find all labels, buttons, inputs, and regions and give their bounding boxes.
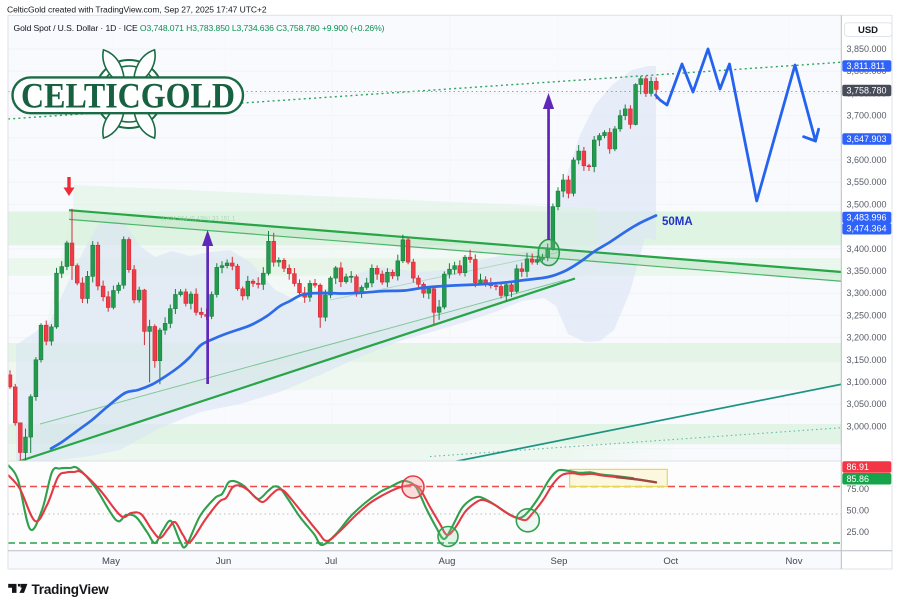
svg-text:Oct: Oct [663,556,678,567]
svg-text:50.00: 50.00 [847,506,870,516]
svg-text:3,200.000: 3,200.000 [847,333,887,343]
svg-text:25.00: 25.00 [847,527,870,537]
svg-text:Jul: Jul [325,556,337,567]
svg-text:3,483.996: 3,483.996 [847,213,887,223]
svg-text:May: May [102,556,120,567]
svg-text:3,850.000: 3,850.000 [847,44,887,54]
svg-text:75.00: 75.00 [847,484,870,494]
svg-text:3,700.000: 3,700.000 [847,111,887,121]
svg-text:3,647.903: 3,647.903 [847,134,887,144]
svg-text:85.86: 85.86 [847,474,870,484]
svg-text:3,500.000: 3,500.000 [847,199,887,209]
svg-text:CelticGold created with Tradin: CelticGold created with TradingView.com,… [7,5,267,15]
svg-text:3,150.000: 3,150.000 [847,355,887,365]
svg-text:USD: USD [858,25,878,36]
svg-text:Nov: Nov [786,556,803,567]
svg-text:3,100.000: 3,100.000 [847,377,887,387]
svg-text:3,050.000: 3,050.000 [847,399,887,409]
svg-text:50MA: 50MA [662,216,693,228]
svg-text:3,474.364 (9,43%) 33.151,1: 3,474.364 (9,43%) 33.151,1 [161,217,236,223]
svg-text:CELTICGOLD: CELTICGOLD [21,76,235,116]
svg-text:Jun: Jun [216,556,231,567]
svg-text:3,350.000: 3,350.000 [847,266,887,276]
svg-text:3,600.000: 3,600.000 [847,155,887,165]
svg-text:3,758.780: 3,758.780 [847,86,887,96]
svg-text:3,300.000: 3,300.000 [847,288,887,298]
svg-text:3,250.000: 3,250.000 [847,310,887,320]
svg-text:3,400.000: 3,400.000 [847,244,887,254]
svg-text:TradingView: TradingView [32,582,110,597]
svg-text:86.91: 86.91 [847,462,870,472]
svg-text:Sep: Sep [551,556,568,567]
svg-text:3,474.364: 3,474.364 [847,224,887,234]
svg-text:3,550.000: 3,550.000 [847,177,887,187]
svg-text:Aug: Aug [439,556,456,567]
svg-text:3,000.000: 3,000.000 [847,421,887,431]
svg-text:Gold Spot / U.S. Dollar · 1D ·: Gold Spot / U.S. Dollar · 1D · ICE O3,74… [14,23,385,33]
svg-text:3,811.811: 3,811.811 [847,61,886,71]
